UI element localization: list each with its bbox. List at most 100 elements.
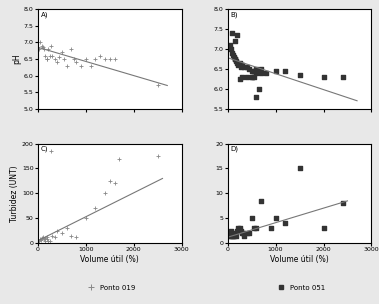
- Point: [39, 43, 45, 48]
- Text: C): C): [41, 146, 48, 152]
- Point: [42, 53, 48, 58]
- Point: [251, 74, 257, 79]
- Point: [111, 57, 117, 61]
- Point: [249, 216, 255, 221]
- Point: [44, 57, 50, 61]
- Point: [229, 228, 235, 233]
- Point: [229, 50, 235, 55]
- Point: [227, 233, 233, 238]
- Point: [232, 231, 238, 236]
- Point: [254, 71, 260, 75]
- Point: [233, 58, 239, 63]
- Point: [251, 68, 257, 73]
- Point: [254, 67, 260, 71]
- Text: D): D): [230, 146, 238, 152]
- Point: [246, 67, 252, 71]
- Point: [92, 206, 99, 211]
- Point: [49, 53, 55, 58]
- Point: [244, 231, 250, 236]
- Point: [235, 226, 241, 231]
- Point: [244, 74, 250, 79]
- Point: [64, 226, 70, 231]
- Point: [239, 74, 245, 79]
- Point: [69, 47, 75, 51]
- Point: [233, 233, 239, 238]
- Point: [73, 60, 79, 65]
- Point: [236, 226, 243, 231]
- Point: [45, 238, 52, 243]
- Point: [296, 72, 302, 77]
- Point: [97, 53, 103, 58]
- X-axis label: Volume útil (%): Volume útil (%): [80, 255, 139, 264]
- Point: [116, 156, 122, 161]
- Point: [258, 67, 264, 71]
- Point: [73, 235, 79, 240]
- Point: [61, 57, 67, 61]
- Point: [241, 233, 247, 238]
- Point: [229, 47, 235, 51]
- Point: [102, 57, 108, 61]
- Point: [244, 64, 250, 69]
- Point: [234, 60, 240, 65]
- Point: [249, 74, 255, 79]
- Point: [230, 53, 236, 57]
- Point: [273, 68, 279, 73]
- Point: [88, 63, 94, 68]
- Point: [69, 233, 75, 238]
- Point: [251, 226, 257, 231]
- Point: [44, 235, 50, 240]
- Point: [59, 50, 65, 55]
- Point: [102, 191, 108, 196]
- Point: [155, 83, 161, 88]
- Point: [111, 181, 117, 186]
- Point: [40, 235, 46, 240]
- Point: [71, 57, 77, 61]
- Point: [238, 64, 244, 69]
- Point: [37, 40, 43, 45]
- Point: [234, 228, 240, 233]
- Point: [273, 216, 279, 221]
- Point: [59, 231, 65, 236]
- Point: [41, 237, 47, 242]
- Point: [39, 236, 45, 241]
- Point: [227, 231, 233, 236]
- Point: [268, 226, 274, 231]
- Point: [92, 57, 99, 61]
- Point: [231, 54, 237, 59]
- Point: [263, 71, 269, 75]
- Point: [36, 238, 42, 243]
- Point: [240, 231, 246, 236]
- Point: [232, 39, 238, 43]
- X-axis label: Volume útil (%): Volume útil (%): [270, 255, 329, 264]
- Point: [282, 221, 288, 226]
- Point: [45, 47, 52, 51]
- Point: [83, 216, 89, 221]
- Point: [226, 233, 232, 238]
- Point: [54, 60, 60, 65]
- Point: [52, 235, 58, 240]
- Point: [340, 74, 346, 79]
- Point: [268, 122, 274, 127]
- Point: [234, 33, 240, 37]
- Point: [48, 149, 54, 154]
- Point: [238, 228, 244, 233]
- Point: [236, 76, 243, 81]
- Legend: Ponto 051: Ponto 051: [274, 285, 325, 291]
- Point: [249, 74, 255, 79]
- Point: [47, 53, 53, 58]
- Point: [232, 57, 238, 61]
- Point: [321, 226, 327, 231]
- Point: [256, 86, 262, 91]
- Point: [44, 57, 50, 61]
- Point: [42, 236, 48, 241]
- Point: [340, 201, 346, 206]
- Point: [64, 63, 70, 68]
- Text: B): B): [230, 11, 238, 18]
- Point: [239, 62, 245, 67]
- Point: [246, 231, 252, 236]
- Point: [282, 68, 288, 73]
- Point: [155, 154, 161, 158]
- Point: [230, 233, 236, 238]
- Point: [83, 57, 89, 61]
- Y-axis label: pH: pH: [12, 54, 21, 64]
